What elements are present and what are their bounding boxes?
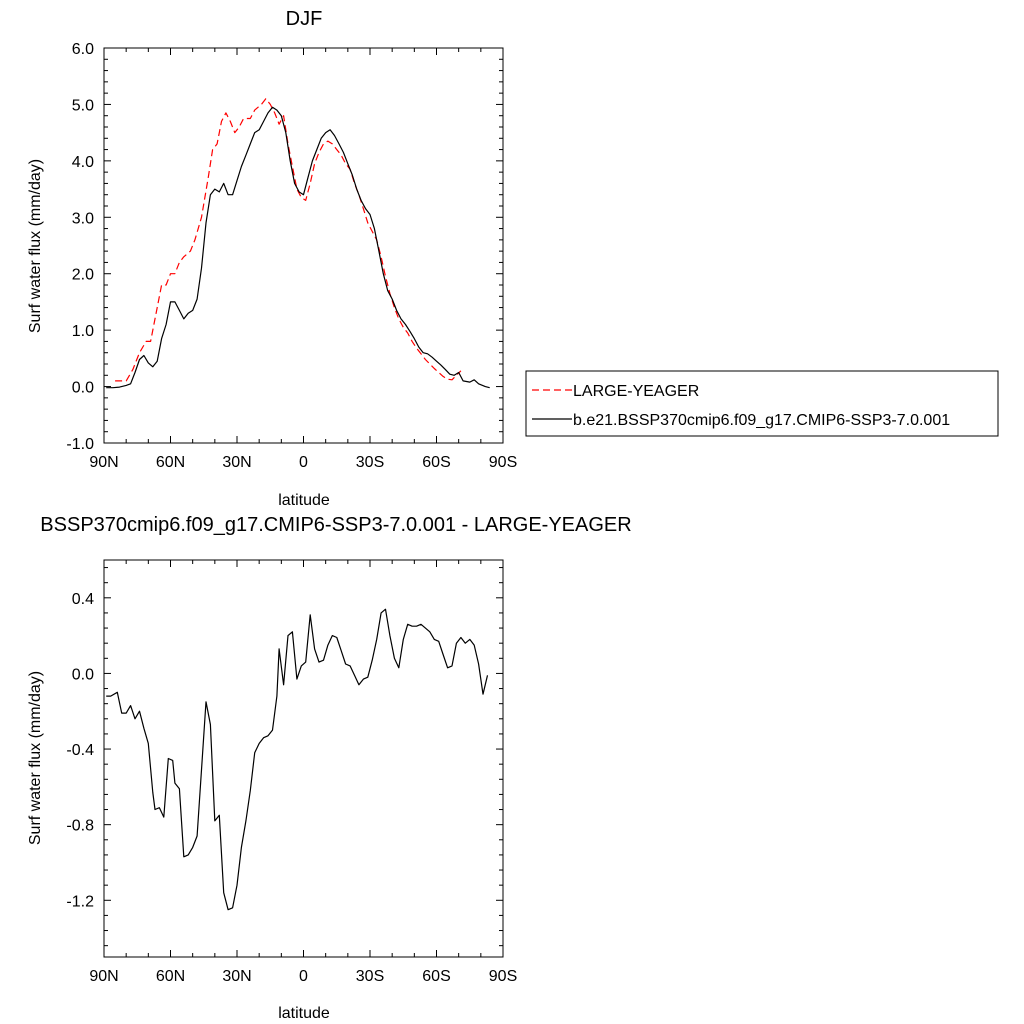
y-tick-label: 3.0 [72, 210, 94, 227]
series-line-1 [115, 98, 462, 382]
series-line-1 [106, 608, 489, 911]
bottom-plot-area: 90N 60N 30N 0 30S 60S 90S -1.2 -0.8 -0.4 0.0 0.4 [66, 559, 517, 985]
y-tick-label: -0.8 [66, 818, 94, 835]
y-tick-label: -1.0 [66, 436, 94, 453]
top-plot-area: 90N 60N 30N 0 30S 60S 90S -1.0 0.0 1.0 2.0 3.0 4.0 5.… [66, 41, 517, 471]
bottom-y-axis-label: Surf water flux (mm/day) [27, 671, 44, 845]
top-legend: LARGE-YEAGER b.e21.BSSP370cmip6.f09_g17.… [525, 370, 999, 437]
x-tick-label: 90S [489, 968, 517, 985]
x-tick-label: 30S [356, 968, 384, 985]
bottom-x-axis-label: latitude [278, 1005, 330, 1022]
top-panel: DJF Surf water flux (mm/day) latitude 90… [27, 8, 999, 509]
y-tick-label: 5.0 [72, 97, 94, 114]
x-tick-label: 0 [299, 454, 308, 471]
y-tick-label: 0.4 [72, 591, 94, 608]
x-tick-label: 60N [156, 968, 185, 985]
x-tick-label: 60N [156, 454, 185, 471]
x-tick-label: 90N [89, 454, 118, 471]
legend-label-large-yeager: LARGE-YEAGER [573, 383, 699, 400]
x-tick-label: 30N [222, 968, 251, 985]
y-tick-label: 4.0 [72, 154, 94, 171]
y-tick-label: 2.0 [72, 267, 94, 284]
legend-label-bssp370: b.e21.BSSP370cmip6.f09_g17.CMIP6-SSP3-7.… [573, 412, 950, 429]
top-y-axis-label: Surf water flux (mm/day) [27, 159, 44, 333]
top-x-axis-label: latitude [278, 492, 330, 509]
y-tick-label: 6.0 [72, 41, 94, 58]
plot-frame [103, 559, 504, 958]
x-tick-label: 30N [222, 454, 251, 471]
x-tick-label: 30S [356, 454, 384, 471]
series-line-2 [106, 106, 490, 389]
y-tick-label: -0.4 [66, 742, 94, 759]
bottom-chart-title: BSSP370cmip6.f09_g17.CMIP6-SSP3-7.0.001 … [40, 514, 631, 536]
legend-frame [525, 370, 999, 437]
y-tick-label: 0.0 [72, 380, 94, 397]
x-tick-label: 90N [89, 968, 118, 985]
x-tick-label: 60S [422, 454, 450, 471]
x-tick-label: 60S [422, 968, 450, 985]
x-tick-label: 0 [299, 968, 308, 985]
y-tick-label: -1.2 [66, 893, 94, 910]
y-tick-label: 1.0 [72, 323, 94, 340]
x-tick-label: 90S [489, 454, 517, 471]
y-tick-label: 0.0 [72, 666, 94, 683]
bottom-panel: BSSP370cmip6.f09_g17.CMIP6-SSP3-7.0.001 … [27, 514, 632, 1022]
plot-frame [103, 47, 504, 444]
top-chart-title: DJF [286, 8, 323, 30]
